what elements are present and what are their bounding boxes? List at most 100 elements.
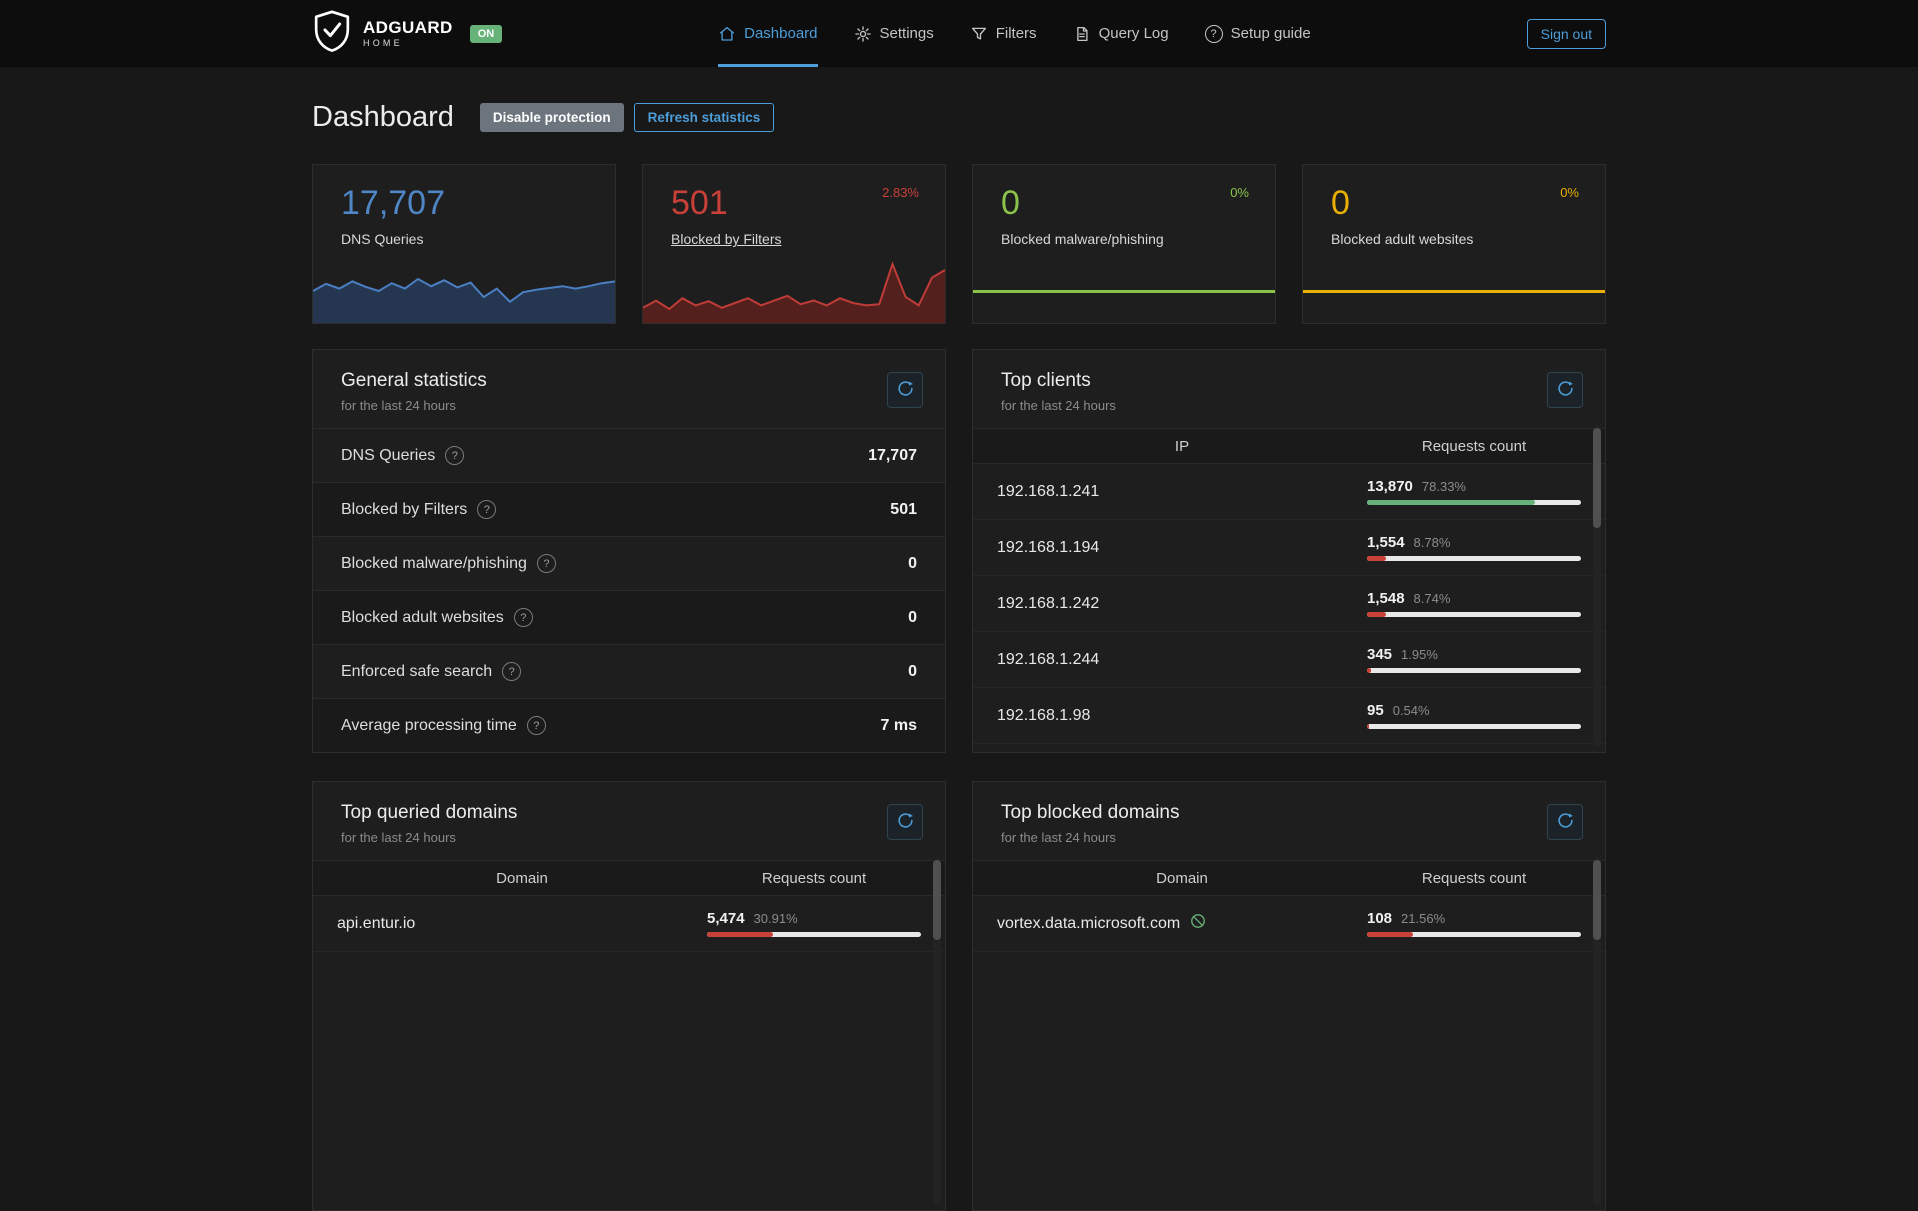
nav-dashboard-label: Dashboard bbox=[744, 25, 818, 42]
row-value: 501 bbox=[890, 500, 917, 518]
scrollbar-thumb[interactable] bbox=[1593, 428, 1601, 528]
help-icon[interactable]: ? bbox=[445, 446, 465, 465]
brand-subtitle: HOME bbox=[363, 37, 403, 48]
blocked-filters-sparkline bbox=[643, 257, 945, 323]
main-nav: Dashboard Settings Filters bbox=[502, 0, 1526, 67]
adguard-home-logo[interactable]: ADGUARD HOME ON bbox=[312, 9, 503, 58]
dns-queries-value: 17,707 bbox=[341, 184, 445, 222]
blocked-malware-value: 0 bbox=[1001, 184, 1020, 222]
client-ip: 192.168.1.244 bbox=[997, 650, 1100, 668]
nav-settings[interactable]: Settings bbox=[854, 0, 934, 67]
unblock-domain-icon[interactable] bbox=[1189, 912, 1207, 935]
refresh-button[interactable] bbox=[1547, 372, 1583, 408]
dashboard-page: Dashboard Disable protection Refresh sta… bbox=[312, 67, 1606, 1211]
table-row: Blocked by Filters? 501 bbox=[313, 482, 945, 536]
general-statistics-title: General statistics bbox=[341, 370, 487, 391]
top-clients-title: Top clients bbox=[1001, 370, 1091, 391]
help-icon[interactable]: ? bbox=[513, 608, 533, 627]
top-clients-header-row: IP Requests count bbox=[973, 428, 1605, 464]
client-row: 192.168.1.194 1,554 8.78% bbox=[973, 520, 1605, 576]
row-label: Average processing time bbox=[341, 716, 517, 734]
row-value: 0 bbox=[908, 608, 917, 626]
client-ip: 192.168.1.98 bbox=[997, 706, 1091, 724]
table-row: Blocked adult websites? 0 bbox=[313, 590, 945, 644]
scrollbar-track[interactable] bbox=[933, 858, 941, 1205]
navbar: ADGUARD HOME ON Dashboard bbox=[0, 0, 1918, 67]
blocked-adult-label: Blocked adult websites bbox=[1331, 231, 1474, 248]
nav-filters[interactable]: Filters bbox=[970, 0, 1037, 67]
column-header-requests: Requests count bbox=[1421, 437, 1527, 455]
help-icon[interactable]: ? bbox=[477, 500, 497, 519]
request-count: 13,870 bbox=[1367, 478, 1413, 495]
top-blocked-header-row: Domain Requests count bbox=[973, 860, 1605, 896]
protection-status-badge: ON bbox=[469, 24, 503, 43]
general-statistics-card: General statistics for the last 24 hours… bbox=[312, 349, 946, 753]
home-icon bbox=[718, 25, 736, 43]
request-count: 5,474 bbox=[707, 910, 745, 927]
request-percent: 78.33% bbox=[1421, 479, 1466, 494]
request-count: 95 bbox=[1367, 702, 1384, 719]
client-ip: 192.168.1.242 bbox=[997, 594, 1100, 612]
scrollbar-track[interactable] bbox=[1593, 858, 1601, 1205]
client-ip: 192.168.1.241 bbox=[997, 482, 1100, 500]
sign-out-button[interactable]: Sign out bbox=[1526, 18, 1606, 49]
disable-protection-button[interactable]: Disable protection bbox=[479, 103, 624, 132]
blocked-malware-flatline bbox=[973, 290, 1275, 293]
top-queried-domains-card: Top queried domains for the last 24 hour… bbox=[312, 781, 946, 1211]
refresh-button[interactable] bbox=[887, 372, 923, 408]
nav-setup-guide[interactable]: ? Setup guide bbox=[1204, 0, 1311, 67]
row-label: Blocked adult websites bbox=[341, 608, 504, 626]
request-percent: 21.56% bbox=[1401, 911, 1446, 926]
help-icon[interactable]: ? bbox=[502, 662, 522, 681]
top-blocked-domains-card: Top blocked domains for the last 24 hour… bbox=[972, 781, 1606, 1211]
top-clients-subtitle: for the last 24 hours bbox=[1001, 398, 1116, 413]
top-clients-card: Top clients for the last 24 hours IP Req… bbox=[972, 349, 1606, 753]
dns-queries-sparkline bbox=[313, 257, 615, 323]
scrollbar-track[interactable] bbox=[1593, 426, 1601, 747]
row-label: Enforced safe search bbox=[341, 662, 493, 680]
funnel-icon bbox=[970, 25, 988, 43]
blocked-filters-link[interactable]: Blocked by Filters bbox=[671, 231, 782, 248]
shield-logo-icon bbox=[312, 9, 352, 58]
top-queried-header-row: Domain Requests count bbox=[313, 860, 945, 896]
domain-row: vortex.data.microsoft.com 108 21.56% bbox=[973, 896, 1605, 952]
domain-row: api.entur.io 5,474 30.91% bbox=[313, 896, 945, 952]
nav-settings-label: Settings bbox=[879, 25, 934, 42]
refresh-button[interactable] bbox=[1547, 804, 1583, 840]
scrollbar-thumb[interactable] bbox=[933, 860, 941, 940]
column-header-requests: Requests count bbox=[761, 869, 867, 887]
help-icon[interactable]: ? bbox=[536, 554, 556, 573]
table-row: Blocked malware/phishing? 0 bbox=[313, 536, 945, 590]
row-label: Blocked by Filters bbox=[341, 500, 468, 518]
refresh-icon bbox=[897, 380, 914, 400]
general-statistics-table: DNS Queries? 17,707 Blocked by Filters? … bbox=[313, 428, 945, 752]
nav-query-log-label: Query Log bbox=[1098, 25, 1169, 42]
stat-cards-row: 17,707 DNS Queries 501 Blocked by Filter… bbox=[312, 164, 1606, 324]
request-count: 1,548 bbox=[1367, 590, 1405, 607]
row-value: 0 bbox=[908, 662, 917, 680]
blocked-filters-percent: 2.83% bbox=[882, 185, 919, 200]
help-icon[interactable]: ? bbox=[526, 716, 546, 735]
table-row: Average processing time? 7 ms bbox=[313, 698, 945, 752]
dns-queries-label: DNS Queries bbox=[341, 231, 424, 248]
progress-bar bbox=[1367, 556, 1581, 561]
nav-query-log[interactable]: Query Log bbox=[1073, 0, 1169, 67]
stat-card-dns-queries: 17,707 DNS Queries bbox=[312, 164, 616, 324]
refresh-statistics-button[interactable]: Refresh statistics bbox=[633, 103, 775, 132]
row-label: Blocked malware/phishing bbox=[341, 554, 527, 572]
gear-icon bbox=[854, 25, 872, 43]
client-row: 192.168.1.244 345 1.95% bbox=[973, 632, 1605, 688]
domain-name: api.entur.io bbox=[337, 914, 416, 932]
nav-dashboard[interactable]: Dashboard bbox=[718, 0, 818, 67]
blocked-malware-label: Blocked malware/phishing bbox=[1001, 231, 1164, 248]
column-header-requests: Requests count bbox=[1421, 869, 1527, 887]
page-title: Dashboard bbox=[312, 101, 454, 133]
scrollbar-thumb[interactable] bbox=[1593, 860, 1601, 940]
refresh-button[interactable] bbox=[887, 804, 923, 840]
progress-bar bbox=[707, 932, 921, 937]
column-header-domain: Domain bbox=[1156, 869, 1208, 887]
client-row: 192.168.1.242 1,548 8.74% bbox=[973, 576, 1605, 632]
progress-bar bbox=[1367, 500, 1581, 505]
blocked-filters-value: 501 bbox=[671, 184, 728, 222]
progress-bar bbox=[1367, 932, 1581, 937]
